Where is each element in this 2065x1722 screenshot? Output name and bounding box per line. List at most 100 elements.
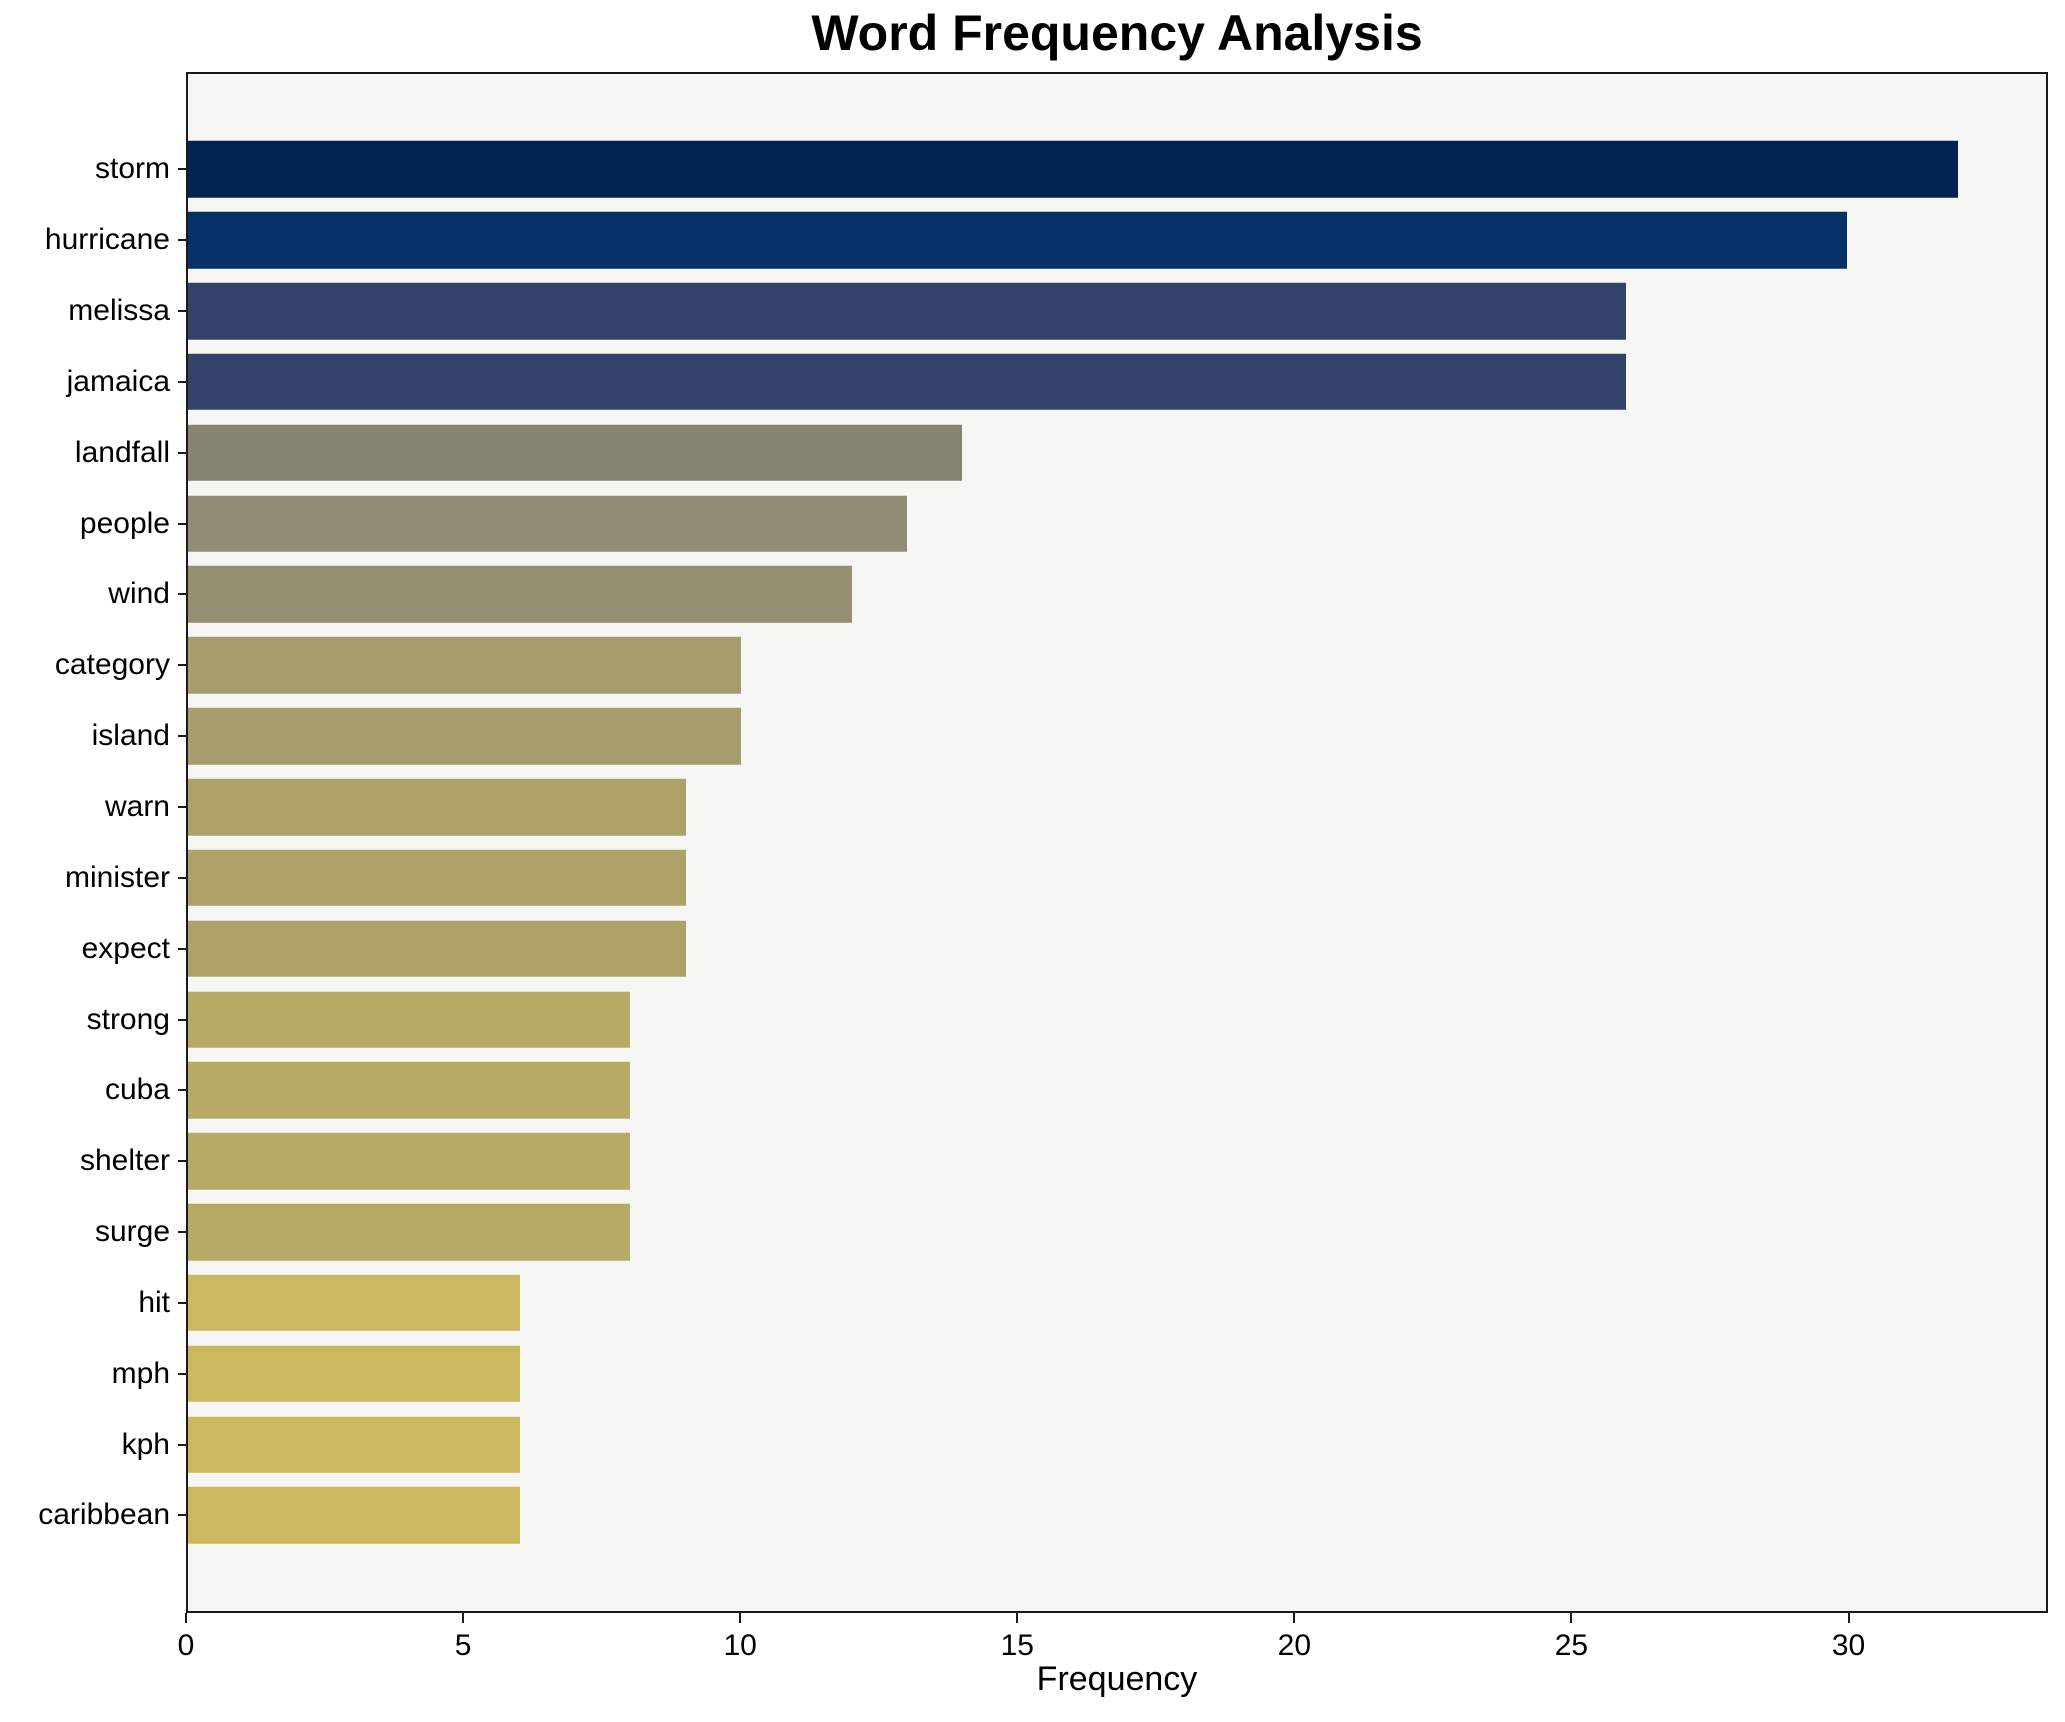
y-tick-mark xyxy=(178,451,188,454)
x-tick-label: 15 xyxy=(1000,1629,1034,1662)
x-tick-label: 5 xyxy=(454,1629,472,1662)
x-tick-label: 20 xyxy=(1277,1629,1312,1662)
category-label: jamaica xyxy=(66,364,170,398)
category-label: landfall xyxy=(74,435,170,469)
x-tick-mark xyxy=(1016,1613,1019,1623)
category-label: caribbean xyxy=(38,1498,170,1532)
bar-row: storm xyxy=(95,134,2046,205)
y-tick-mark xyxy=(178,1514,188,1517)
bar xyxy=(188,920,686,977)
bar xyxy=(188,353,1626,411)
y-tick-mark xyxy=(178,168,188,171)
category-label: storm xyxy=(95,152,170,186)
bar xyxy=(188,1274,520,1332)
y-tick-mark xyxy=(178,1160,188,1163)
bar xyxy=(188,778,686,836)
category-label: wind xyxy=(108,577,170,611)
category-label: strong xyxy=(86,1002,170,1036)
bars-container: storm hurricane melissa jamaica landfall peop… xyxy=(38,74,2046,1611)
x-tick-label: 30 xyxy=(1831,1629,1866,1662)
bar xyxy=(188,707,741,765)
y-tick-mark xyxy=(178,380,188,383)
x-tick-mark xyxy=(1570,1613,1573,1623)
x-tick-mark xyxy=(739,1613,742,1623)
bar xyxy=(188,1132,631,1190)
bar-row: minister xyxy=(65,842,2046,913)
category-label: expect xyxy=(81,931,170,965)
category-label: melissa xyxy=(68,294,170,328)
x-tick-mark xyxy=(1847,1613,1850,1623)
category-label: warn xyxy=(104,790,170,824)
bar-row: island xyxy=(92,701,2046,772)
category-label: shelter xyxy=(79,1144,170,1178)
plot-area: storm hurricane melissa jamaica landfall peop… xyxy=(38,72,2048,1613)
bar xyxy=(188,1062,631,1119)
bar-row: cuba xyxy=(105,1055,2046,1126)
category-label: cuba xyxy=(104,1073,170,1107)
bar xyxy=(188,1416,520,1473)
bar xyxy=(188,282,1626,340)
bar xyxy=(188,991,631,1048)
y-tick-mark xyxy=(178,1231,188,1234)
bar-row: hurricane xyxy=(45,205,2046,276)
y-tick-mark xyxy=(178,1372,188,1375)
bar xyxy=(188,1203,631,1261)
bar-row: melissa xyxy=(68,276,2046,347)
y-tick-mark xyxy=(178,1443,188,1446)
y-tick-mark xyxy=(178,947,188,950)
y-tick-mark xyxy=(178,735,188,738)
bar xyxy=(188,637,741,694)
x-axis: 0 5 10 15 20 25 30 xyxy=(178,1613,2048,1673)
category-label: island xyxy=(91,719,170,753)
y-tick-mark xyxy=(178,310,188,313)
y-tick-mark xyxy=(178,1089,188,1092)
y-tick-mark xyxy=(178,593,188,596)
bar xyxy=(188,212,1847,269)
bar-row: landfall xyxy=(75,417,2046,488)
y-tick-mark xyxy=(178,1301,188,1304)
bar xyxy=(188,1487,520,1544)
bar-row: mph xyxy=(112,1338,2046,1409)
category-label: mph xyxy=(111,1356,170,1390)
bar xyxy=(188,566,852,623)
bar-row: strong xyxy=(87,984,2046,1055)
y-tick-mark xyxy=(178,239,188,242)
category-label: kph xyxy=(121,1427,170,1461)
x-tick-mark xyxy=(185,1613,187,1623)
y-tick-mark xyxy=(178,664,188,667)
bar-row: warn xyxy=(105,772,2046,843)
bar-row: caribbean xyxy=(38,1480,2046,1551)
x-tick-label: 10 xyxy=(723,1629,757,1662)
chart-title: Word Frequency Analysis xyxy=(811,5,1423,61)
bar xyxy=(188,495,907,552)
category-label: people xyxy=(79,506,170,540)
bar xyxy=(188,849,686,907)
bar-row: category xyxy=(55,630,2046,701)
bar-row: surge xyxy=(95,1197,2046,1268)
category-label: category xyxy=(54,648,170,682)
category-label: minister xyxy=(64,860,170,894)
bar-row: expect xyxy=(82,913,2046,984)
x-tick-mark xyxy=(462,1613,465,1623)
y-tick-mark xyxy=(178,1018,188,1021)
category-label: hit xyxy=(138,1285,170,1319)
bar xyxy=(188,1345,520,1403)
category-label: hurricane xyxy=(44,223,170,257)
x-tick-label: 25 xyxy=(1554,1629,1589,1662)
x-tick-label: 0 xyxy=(177,1629,195,1662)
y-tick-mark xyxy=(178,806,188,809)
y-tick-mark xyxy=(178,876,188,879)
bar-row: shelter xyxy=(80,1126,2046,1197)
y-tick-mark xyxy=(178,522,188,525)
bar xyxy=(188,424,963,482)
bar xyxy=(188,141,1958,198)
bar-row: kph xyxy=(122,1409,2046,1480)
category-label: surge xyxy=(94,1215,170,1249)
bar-row: people xyxy=(80,488,2046,559)
x-axis-title: Frequency xyxy=(1036,1660,1198,1698)
bar-row: wind xyxy=(108,559,2046,630)
bar-row: jamaica xyxy=(67,347,2046,418)
bar-row: hit xyxy=(138,1268,2046,1339)
x-tick-mark xyxy=(1293,1613,1296,1623)
